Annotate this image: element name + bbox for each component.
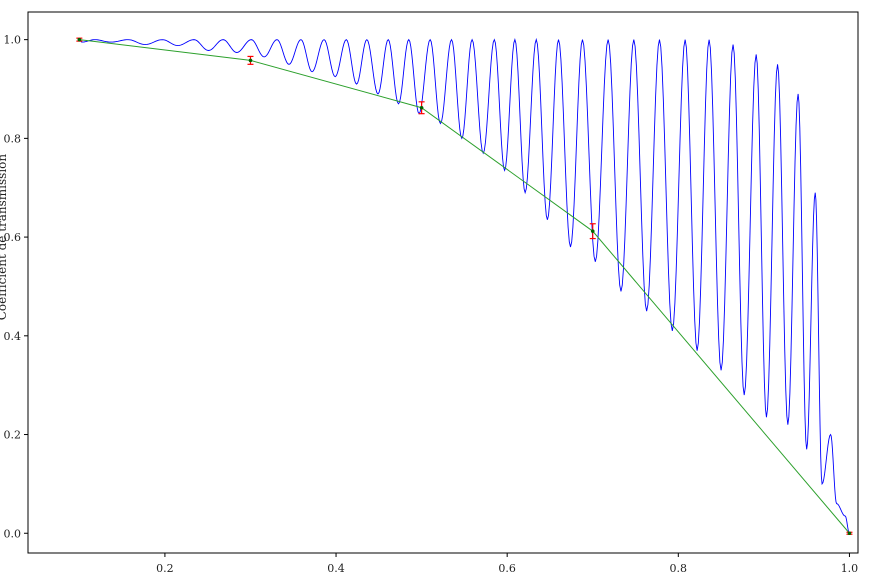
measurement-line <box>79 39 850 534</box>
series-layer <box>76 37 853 536</box>
x-axis: 0.2 0.4 0.6 0.8 1.0 <box>156 553 858 575</box>
y-tick-label: 0.6 <box>4 231 22 244</box>
x-tick-label: 1.0 <box>841 562 859 575</box>
y-axis-label: Coefficient de transmission <box>0 154 9 321</box>
y-axis: 0.0 0.2 0.4 0.6 0.8 1.0 <box>4 34 28 540</box>
measurement-point <box>847 531 852 536</box>
x-tick-label: 0.2 <box>156 562 174 575</box>
y-tick-label: 0.8 <box>4 132 22 145</box>
x-tick-label: 0.4 <box>327 562 345 575</box>
measurement-point <box>419 105 424 110</box>
x-tick-label: 0.8 <box>670 562 688 575</box>
y-tick-label: 0.4 <box>4 330 22 343</box>
plot-frame <box>27 11 859 554</box>
measurement-point <box>248 58 253 63</box>
x-tick-label: 0.6 <box>498 562 516 575</box>
measurement-point <box>77 37 82 42</box>
theory-curve <box>79 37 850 534</box>
y-tick-label: 0.2 <box>4 429 22 442</box>
y-tick-label: 1.0 <box>4 34 22 47</box>
measurement-point <box>590 229 595 233</box>
y-tick-label: 0.0 <box>4 527 22 540</box>
